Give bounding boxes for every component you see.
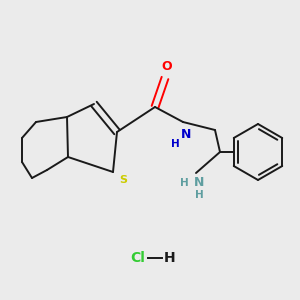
- Text: S: S: [119, 175, 127, 185]
- Text: N: N: [194, 176, 204, 190]
- Text: H: H: [180, 178, 188, 188]
- Text: H: H: [164, 251, 176, 265]
- Text: H: H: [195, 190, 203, 200]
- Text: N: N: [181, 128, 191, 140]
- Text: Cl: Cl: [130, 251, 146, 265]
- Text: O: O: [162, 61, 172, 74]
- Text: H: H: [171, 139, 179, 149]
